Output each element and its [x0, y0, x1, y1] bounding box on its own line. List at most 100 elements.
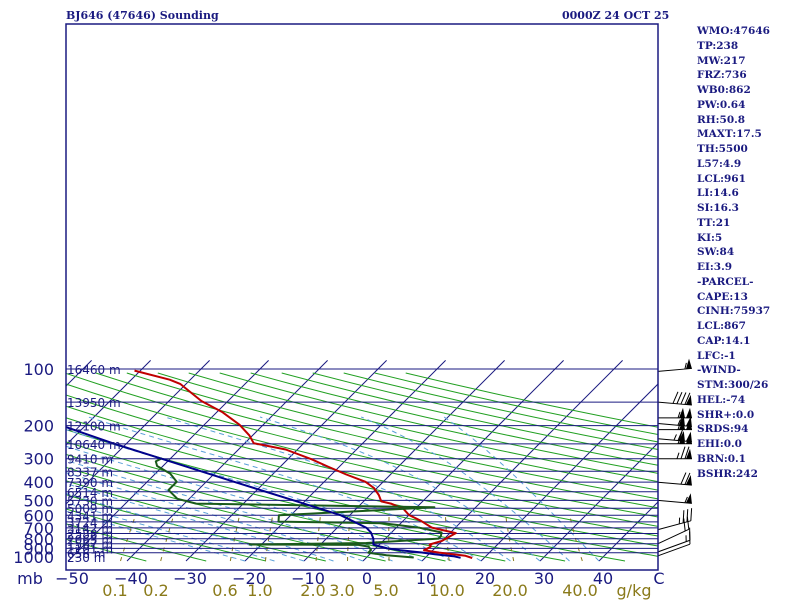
moist-adiabat — [66, 459, 393, 562]
index-item: -WIND- — [697, 364, 741, 377]
index-item: LI:14.6 — [697, 187, 739, 200]
wind-barb-staff — [657, 401, 692, 406]
pressure-tick-label: 800 — [23, 530, 54, 549]
station-title: BJ646 (47646) Sounding — [66, 9, 219, 22]
temperature-trace — [134, 369, 473, 559]
index-item: MW:217 — [697, 54, 746, 67]
height-label: 5730 m — [67, 494, 113, 508]
wind-barb-half — [677, 411, 681, 419]
pressure-tick-label: 200 — [23, 417, 54, 436]
index-item: TH:5500 — [697, 143, 748, 155]
wind-barb-pennant — [685, 416, 692, 427]
mixing-ratio-tick-label: 1.0 — [247, 581, 272, 600]
wind-barb-half — [676, 452, 680, 459]
isotherm-line — [66, 360, 151, 446]
moist-adiabat — [66, 502, 275, 562]
wind-barbs — [657, 358, 693, 557]
wind-barb-staff — [657, 520, 691, 531]
pressure-tick-label: 1000 — [13, 548, 54, 567]
temperature-tick-label: −10 — [291, 569, 325, 588]
temperature-tick-label: −50 — [55, 569, 89, 588]
parcel-trace — [66, 425, 461, 559]
pressure-tick-label: 400 — [23, 473, 54, 492]
index-item: STM:300/26 — [697, 379, 769, 391]
wind-barb-half — [684, 362, 687, 370]
wind-barb-half — [685, 535, 687, 542]
plot-area — [66, 24, 658, 570]
wind-barb-pennant — [685, 394, 692, 406]
temperature-tick-label: 30 — [534, 569, 554, 588]
wind-barb-staff — [657, 367, 692, 372]
temperature-tick-label: 0 — [362, 569, 372, 588]
dry-adiabat — [157, 372, 658, 491]
index-item: CAPE:13 — [697, 290, 748, 303]
index-item: CINH:75937 — [697, 305, 771, 318]
index-item: SI:16.3 — [697, 202, 739, 214]
index-item: LFC:-1 — [697, 349, 736, 362]
dry-adiabat — [281, 372, 658, 458]
wind-barb — [657, 358, 692, 372]
wind-barb — [657, 493, 692, 504]
height-label: 3724 m — [67, 516, 113, 530]
index-item: CAP:14.1 — [697, 334, 751, 347]
dry-adiabat — [95, 372, 658, 509]
height-label: 7390 m — [67, 476, 113, 490]
wind-barb-staff — [657, 438, 692, 443]
wind-barb — [657, 508, 693, 531]
wind-barb-flag — [680, 446, 686, 459]
isotherm-line — [66, 360, 210, 505]
height-label: 10640 m — [67, 438, 121, 452]
wind-barb-staff — [657, 423, 692, 427]
wind-barb — [657, 391, 692, 406]
index-item: EI:3.9 — [697, 261, 733, 273]
wind-barb-flag — [682, 510, 685, 523]
wind-barb-staff — [657, 499, 692, 504]
wind-barb-pennant — [686, 448, 692, 459]
mixing-ratio-line — [160, 515, 175, 562]
wind-barb-pennant — [686, 407, 692, 418]
height-label: 5009 m — [67, 502, 113, 516]
mixing-ratio-tick-label: 5.0 — [373, 581, 398, 600]
dry-adiabat — [126, 372, 658, 500]
wind-barb-flag — [680, 472, 687, 485]
wind-barb-flag — [684, 392, 691, 405]
wind-barb-half — [678, 517, 681, 524]
dry-adiabat — [250, 372, 658, 466]
wind-barb-flag — [684, 472, 691, 485]
dry-adiabat — [219, 372, 658, 474]
wind-barb-flag — [684, 446, 690, 459]
wind-barb-pennant — [685, 358, 692, 369]
index-item: EHI:0.0 — [697, 438, 742, 450]
dewpoint-trace — [154, 457, 443, 559]
wind-barb — [657, 428, 692, 443]
index-item: HEL:-74 — [697, 393, 746, 406]
wind-barb-flag — [690, 508, 693, 521]
moist-adiabat — [88, 416, 482, 562]
wind-barb-staff — [657, 539, 691, 553]
temperature-tick-label: 40 — [593, 569, 613, 588]
temperature-tick-label: 10 — [416, 569, 436, 588]
wind-barb-flag — [683, 518, 686, 532]
wind-barb-pennant — [685, 475, 692, 486]
height-label: 2063 m — [67, 533, 113, 547]
height-label: 1567 m — [67, 538, 113, 552]
wind-barb-pennant — [685, 431, 692, 442]
dry-adiabat — [188, 372, 658, 483]
pressure-tick-label: 300 — [23, 450, 54, 469]
index-item: SRDS:94 — [697, 423, 749, 436]
mixing-ratio-line — [120, 515, 136, 562]
wind-barb-flag — [686, 509, 689, 522]
wind-barb-flag — [677, 428, 684, 441]
mixing-ratio-tick-label: 3.0 — [329, 581, 354, 600]
pressure-tick-label: 100 — [23, 360, 54, 379]
dry-adiabat — [66, 453, 506, 562]
dry-adiabat — [66, 383, 658, 527]
dry-adiabat — [312, 372, 658, 451]
height-label: 6514 m — [67, 486, 113, 500]
wind-barb-half — [677, 419, 681, 426]
wind-barb-flag — [672, 391, 679, 404]
height-label: 656 m — [67, 547, 105, 561]
height-label: 4341 m — [67, 509, 113, 523]
